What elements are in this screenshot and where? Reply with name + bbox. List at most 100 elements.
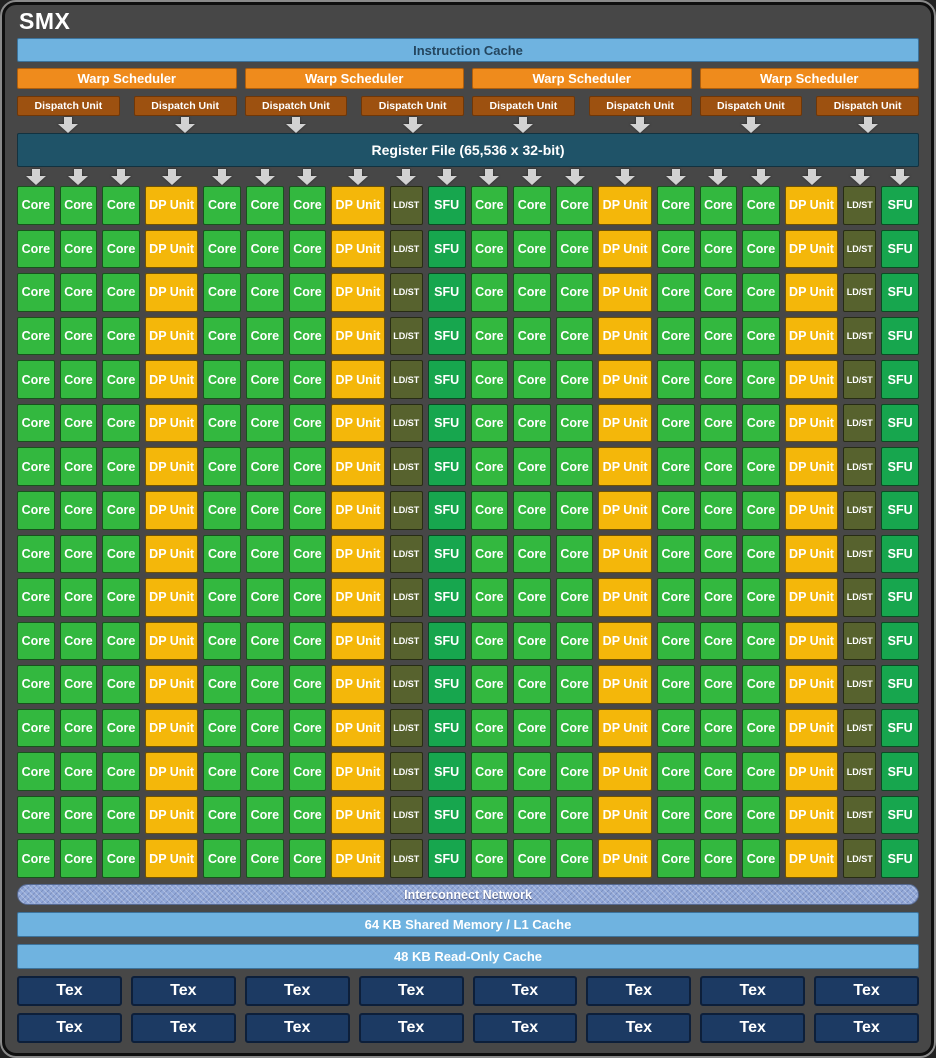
dp-unit-cell: DP Unit — [784, 447, 839, 486]
core-grid-row: Core Core Core DP Unit Core Core Core DP Unit LD… — [17, 447, 919, 486]
grid-arrow-slot — [556, 169, 594, 185]
down-arrow-head — [297, 176, 318, 185]
core-cell: Core — [17, 316, 55, 356]
down-arrow-stem — [442, 169, 451, 176]
sfu-cell: SFU — [427, 752, 466, 791]
ldst-cell: LD/ST — [389, 186, 423, 225]
tex-unit: Tex — [130, 976, 236, 1006]
dp-unit-cell: DP Unit — [144, 273, 199, 312]
sfu-cell: SFU — [427, 447, 466, 486]
down-arrow-icon — [513, 117, 534, 133]
core-cell: Core — [288, 490, 327, 530]
warp-scheduler: Warp Scheduler — [699, 68, 919, 89]
dp-unit-cell: DP Unit — [144, 316, 199, 356]
dispatch-group: Dispatch Unit Dispatch Unit — [699, 96, 919, 116]
dp-unit-cell: DP Unit — [144, 708, 199, 748]
down-arrow-stem — [408, 117, 417, 124]
dp-unit-cell: DP Unit — [331, 447, 385, 486]
ldst-cell: LD/ST — [843, 708, 877, 748]
sfu-cell: SFU — [881, 186, 919, 225]
down-arrow-head — [436, 176, 457, 185]
core-cell: Core — [699, 795, 738, 835]
core-grid-row: Core Core Core DP Unit Core Core Core DP Unit LD… — [17, 490, 919, 530]
tex-unit: Tex — [130, 1013, 236, 1043]
core-cell: Core — [513, 708, 551, 748]
dispatch-unit: Dispatch Unit — [133, 96, 237, 116]
core-cell: Core — [656, 229, 695, 269]
core-cell: Core — [246, 708, 284, 748]
core-grid-row: Core Core Core DP Unit Core Core Core DP Unit LD… — [17, 186, 919, 225]
core-cell: Core — [102, 708, 140, 748]
dp-unit-cell: DP Unit — [331, 708, 385, 748]
dp-unit-cell: DP Unit — [331, 578, 385, 617]
ldst-cell: LD/ST — [389, 447, 423, 486]
core-cell: Core — [59, 665, 98, 704]
dp-unit-cell: DP Unit — [598, 665, 652, 704]
core-cell: Core — [59, 578, 98, 617]
dp-unit-cell: DP Unit — [598, 490, 652, 530]
down-arrow-stem — [31, 169, 40, 176]
core-cell: Core — [203, 752, 241, 791]
core-cell: Core — [555, 403, 594, 443]
core-cell: Core — [246, 316, 284, 356]
core-cell: Core — [656, 795, 695, 835]
dispatch-group: Dispatch Unit Dispatch Unit — [17, 96, 237, 116]
core-cell: Core — [246, 795, 284, 835]
ldst-cell: LD/ST — [843, 316, 877, 356]
core-cell: Core — [288, 447, 327, 486]
down-arrow-head — [68, 176, 89, 185]
dispatch-unit-row: Dispatch Unit Dispatch Unit Dispatch Unit D… — [17, 96, 919, 116]
dp-unit-cell: DP Unit — [784, 229, 839, 269]
core-cell: Core — [288, 795, 327, 835]
core-cell: Core — [555, 665, 594, 704]
core-cell: Core — [513, 490, 551, 530]
core-cell: Core — [742, 447, 780, 486]
down-arrow-head — [161, 176, 182, 185]
core-cell: Core — [288, 534, 327, 574]
down-arrow-head — [665, 176, 686, 185]
ldst-cell: LD/ST — [389, 229, 423, 269]
core-cell: Core — [17, 186, 55, 225]
core-cell: Core — [742, 186, 780, 225]
core-cell: Core — [102, 534, 140, 574]
dispatch-arrow-slot — [17, 117, 120, 133]
dp-unit-cell: DP Unit — [598, 795, 652, 835]
dispatch-arrow-slot — [134, 117, 237, 133]
down-arrow-icon — [212, 169, 233, 185]
dp-unit-cell: DP Unit — [784, 795, 839, 835]
grid-arrow-slot — [742, 169, 780, 185]
core-cell: Core — [59, 316, 98, 356]
core-cell: Core — [17, 839, 55, 878]
dp-unit-cell: DP Unit — [598, 708, 652, 748]
core-cell: Core — [17, 621, 55, 661]
ldst-cell: LD/ST — [843, 752, 877, 791]
core-cell: Core — [699, 447, 738, 486]
dp-unit-cell: DP Unit — [144, 752, 199, 791]
core-cell: Core — [59, 186, 98, 225]
core-cell: Core — [203, 447, 241, 486]
core-cell: Core — [742, 708, 780, 748]
ldst-cell: LD/ST — [389, 621, 423, 661]
down-arrow-head — [849, 176, 870, 185]
down-arrow-icon — [665, 169, 686, 185]
down-arrow-stem — [402, 169, 411, 176]
tex-unit: Tex — [244, 976, 350, 1006]
grid-arrow-slot — [246, 169, 284, 185]
core-grid-row: Core Core Core DP Unit Core Core Core DP Unit LD… — [17, 708, 919, 748]
tex-unit-rows: Tex Tex Tex Tex Tex Tex Tex Tex Tex Tex Tex Tex Tex T… — [17, 969, 919, 1043]
core-cell: Core — [555, 316, 594, 356]
ldst-cell: LD/ST — [843, 665, 877, 704]
down-arrow-icon — [68, 169, 89, 185]
dispatch-arrow-group — [245, 117, 465, 133]
grid-arrow-slot — [331, 169, 384, 185]
tex-unit: Tex — [17, 1013, 122, 1043]
core-cell: Core — [246, 490, 284, 530]
page-title: SMX — [19, 8, 71, 34]
core-cell: Core — [555, 795, 594, 835]
ldst-cell: LD/ST — [843, 621, 877, 661]
dispatch-arrows-row — [17, 117, 919, 133]
core-cell: Core — [555, 186, 594, 225]
down-arrow-head — [750, 176, 771, 185]
dp-unit-cell: DP Unit — [598, 273, 652, 312]
core-cell: Core — [470, 795, 509, 835]
